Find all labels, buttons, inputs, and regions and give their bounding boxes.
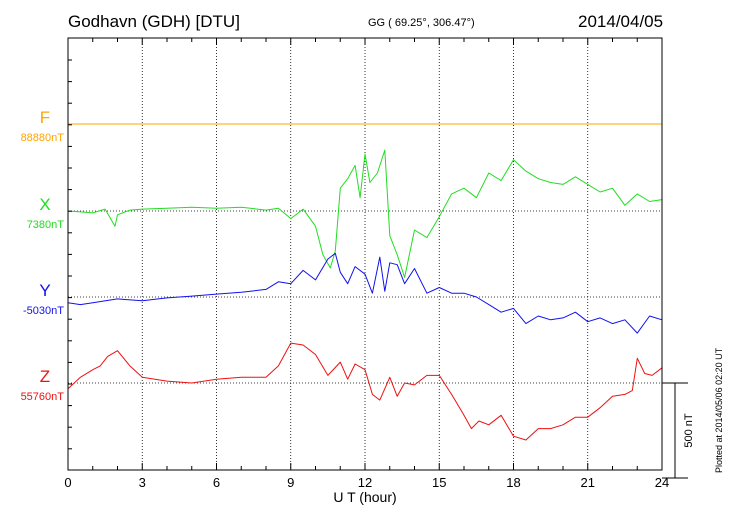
- grid: [141, 38, 589, 470]
- series-name-y: Y: [39, 281, 50, 300]
- series-group: [67, 123, 663, 441]
- x-tick-label: 3: [139, 475, 146, 490]
- x-ticks: 0 3 6 9 12 15 18 21 24: [64, 38, 669, 490]
- x-axis-label: U T (hour): [333, 489, 396, 505]
- series-name-f: F: [40, 108, 50, 127]
- series-name-x: X: [39, 195, 50, 214]
- scale-bar: 500 nT: [662, 382, 695, 479]
- series-line-y: [67, 252, 663, 334]
- x-tick-label: 6: [213, 475, 220, 490]
- series-name-z: Z: [40, 367, 50, 386]
- x-tick-label: 18: [506, 475, 520, 490]
- station-title: Godhavn (GDH) [DTU]: [68, 12, 240, 31]
- x-tick-label: 15: [432, 475, 446, 490]
- x-tick-label: 9: [287, 475, 294, 490]
- series-line-z: [67, 342, 663, 441]
- x-tick-label: 12: [358, 475, 372, 490]
- series-baseline-y: -5030nT: [23, 305, 64, 317]
- x-tick-label: 0: [64, 475, 71, 490]
- plot-credit: Plotted at 2014/05/06 02:20 UT: [714, 347, 724, 473]
- series-line-x: [67, 149, 663, 278]
- scale-bar-label: 500 nT: [683, 413, 695, 448]
- x-tick-label: 21: [581, 475, 595, 490]
- x-tick-label: 24: [655, 475, 669, 490]
- series-labels: F 88880nT X 7380nT Y -5030nT Z 55760nT: [21, 108, 65, 403]
- coordinates: GG ( 69.25°, 306.47°): [368, 17, 475, 29]
- series-baseline-z: 55760nT: [21, 391, 65, 403]
- series-baseline-x: 7380nT: [27, 219, 65, 231]
- series-baseline-f: 88880nT: [21, 132, 65, 144]
- date-label: 2014/04/05: [578, 12, 664, 31]
